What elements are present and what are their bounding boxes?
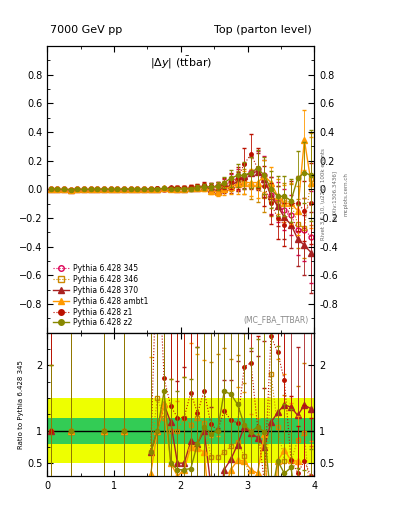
Text: mcplots.cern.ch: mcplots.cern.ch (344, 173, 349, 217)
Text: [arXiv:1306.3436]: [arXiv:1306.3436] (332, 169, 337, 220)
Text: 7000 GeV pp: 7000 GeV pp (50, 25, 122, 35)
Y-axis label: Ratio to Pythia 6.428 345: Ratio to Pythia 6.428 345 (18, 360, 24, 449)
Text: (MC_FBA_TTBAR): (MC_FBA_TTBAR) (244, 315, 309, 324)
Legend: Pythia 6.428 345, Pythia 6.428 346, Pythia 6.428 370, Pythia 6.428 ambt1, Pythia: Pythia 6.428 345, Pythia 6.428 346, Pyth… (50, 261, 152, 331)
Text: Top (parton level): Top (parton level) (214, 25, 312, 35)
Text: $|\Delta y|$ (t$\bar{\rm t}$bar): $|\Delta y|$ (t$\bar{\rm t}$bar) (150, 55, 212, 71)
Text: Rivet 3.1.10, \u2265 100k events: Rivet 3.1.10, \u2265 100k events (320, 148, 325, 241)
